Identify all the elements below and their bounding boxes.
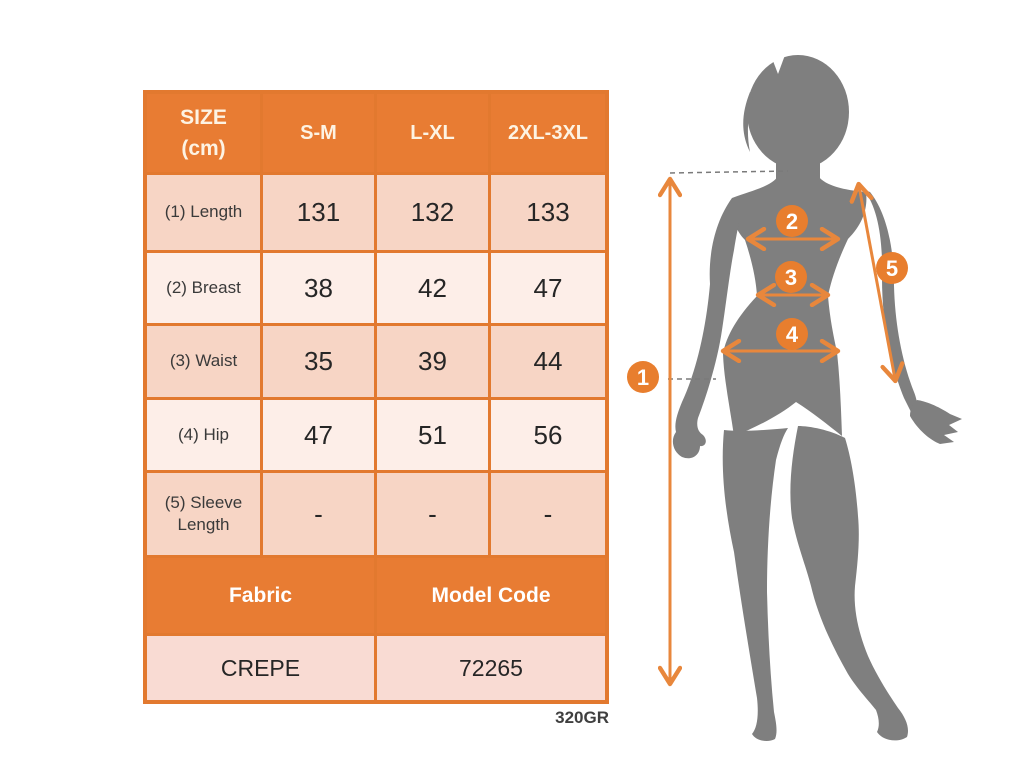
column-header-2xl-3xl: 2XL-3XL bbox=[491, 94, 605, 172]
sleeve-measure-arrow bbox=[859, 186, 895, 379]
waist-2xl-3xl: 44 bbox=[491, 326, 605, 397]
row-label-hip: (4) Hip bbox=[147, 400, 260, 470]
svg-text:1: 1 bbox=[637, 365, 649, 390]
sleeve-2xl-3xl: - bbox=[491, 473, 605, 555]
weight-note: 320GR bbox=[555, 708, 609, 727]
marker-3: 3 bbox=[775, 261, 807, 293]
marker-5: 5 bbox=[876, 252, 908, 284]
model-code-header: Model Code bbox=[377, 558, 605, 633]
sleeve-l-xl: - bbox=[377, 473, 488, 555]
length-s-m: 131 bbox=[263, 175, 374, 250]
waist-l-xl: 39 bbox=[377, 326, 488, 397]
breast-l-xl: 42 bbox=[377, 253, 488, 323]
sleeve-s-m: - bbox=[263, 473, 374, 555]
svg-text:2: 2 bbox=[786, 209, 798, 234]
svg-text:4: 4 bbox=[786, 322, 799, 347]
row-label-waist: (3) Waist bbox=[147, 326, 260, 397]
female-silhouette bbox=[672, 52, 962, 742]
column-header-l-xl: L-XL bbox=[377, 94, 488, 172]
marker-2: 2 bbox=[776, 205, 808, 237]
svg-text:5: 5 bbox=[886, 256, 898, 281]
row-label-length: (1) Length bbox=[147, 175, 260, 250]
breast-2xl-3xl: 47 bbox=[491, 253, 605, 323]
model-code-value: 72265 bbox=[377, 636, 605, 700]
column-header-s-m: S-M bbox=[263, 94, 374, 172]
fabric-header: Fabric bbox=[147, 558, 374, 633]
row-label-breast: (2) Breast bbox=[147, 253, 260, 323]
size-table: SIZE (cm) S-M L-XL 2XL-3XL (1) Length 13… bbox=[143, 90, 609, 704]
hip-l-xl: 51 bbox=[377, 400, 488, 470]
marker-1: 1 bbox=[627, 361, 659, 393]
measurement-diagram: 1 2 3 4 5 bbox=[620, 40, 1010, 784]
hip-2xl-3xl: 56 bbox=[491, 400, 605, 470]
size-header-cell: SIZE (cm) bbox=[147, 94, 260, 172]
length-2xl-3xl: 133 bbox=[491, 175, 605, 250]
marker-4: 4 bbox=[776, 318, 808, 350]
svg-text:3: 3 bbox=[785, 265, 797, 290]
row-label-sleeve-length: (5) Sleeve Length bbox=[147, 473, 260, 555]
fabric-value: CREPE bbox=[147, 636, 374, 700]
length-l-xl: 132 bbox=[377, 175, 488, 250]
breast-s-m: 38 bbox=[263, 253, 374, 323]
waist-s-m: 35 bbox=[263, 326, 374, 397]
shoulder-guide-dashed-line bbox=[669, 170, 789, 174]
hip-s-m: 47 bbox=[263, 400, 374, 470]
